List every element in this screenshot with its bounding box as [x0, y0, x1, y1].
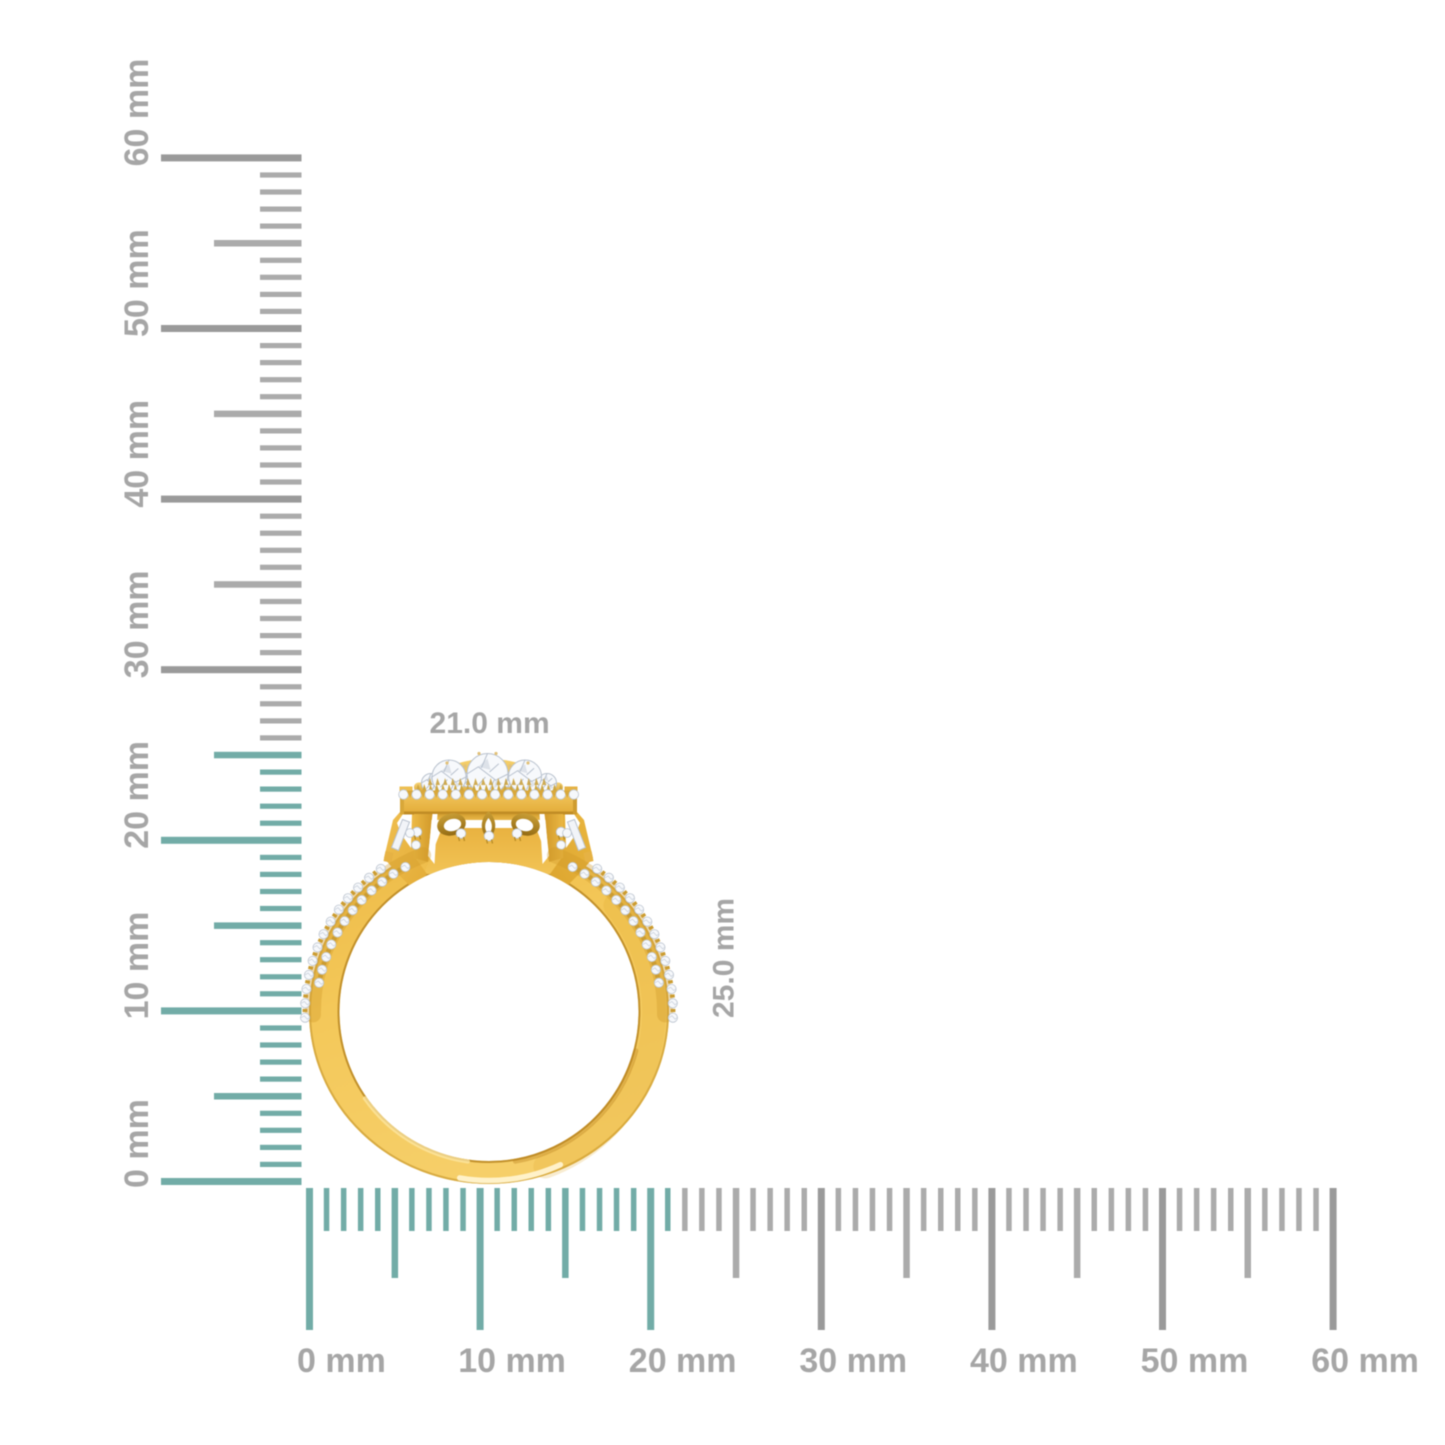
svg-text:0 mm: 0 mm [118, 1099, 156, 1188]
svg-text:60 mm: 60 mm [1311, 1342, 1419, 1380]
svg-text:20 mm: 20 mm [118, 741, 156, 849]
svg-text:40 mm: 40 mm [118, 400, 156, 508]
svg-text:10 mm: 10 mm [458, 1342, 566, 1380]
svg-text:0 mm: 0 mm [297, 1342, 386, 1380]
svg-text:50 mm: 50 mm [1141, 1342, 1249, 1380]
svg-text:21.0 mm: 21.0 mm [430, 707, 550, 740]
svg-text:40 mm: 40 mm [970, 1342, 1078, 1380]
svg-text:50 mm: 50 mm [118, 229, 156, 337]
svg-text:20 mm: 20 mm [629, 1342, 737, 1380]
svg-text:25.0 mm: 25.0 mm [708, 898, 741, 1018]
svg-text:30 mm: 30 mm [799, 1342, 907, 1380]
svg-text:10 mm: 10 mm [118, 912, 156, 1020]
svg-text:30 mm: 30 mm [118, 570, 156, 678]
svg-text:60 mm: 60 mm [118, 59, 156, 167]
